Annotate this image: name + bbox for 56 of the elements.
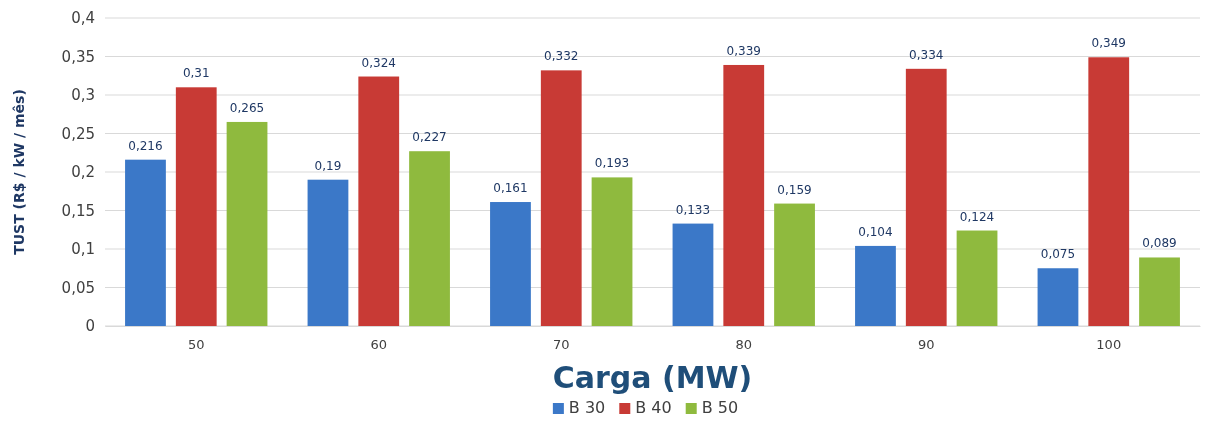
- x-tick-label: 100: [1096, 337, 1122, 353]
- x-tick-label: 50: [187, 337, 205, 353]
- bar: [125, 159, 166, 326]
- bar: [307, 179, 349, 326]
- y-tick-label: 0,4: [71, 9, 95, 28]
- bar: [1088, 57, 1130, 326]
- data-label: 0,159: [777, 182, 812, 197]
- data-label: 0,216: [128, 138, 163, 153]
- legend-label: B 40: [635, 398, 672, 417]
- y-tick-label: 0,1: [71, 240, 95, 259]
- bar: [226, 121, 268, 326]
- bar: [591, 177, 633, 326]
- x-tick-label: 60: [370, 337, 388, 353]
- bar: [774, 203, 815, 326]
- legend-label: B 50: [701, 398, 739, 417]
- data-label: 0,339: [726, 43, 761, 58]
- y-tick-label: 0,2: [71, 163, 95, 182]
- data-label: 0,334: [909, 47, 944, 62]
- y-axis-title: TUST (R$ / kW / mês): [11, 89, 27, 255]
- bar: [358, 76, 400, 326]
- bar: [540, 70, 582, 326]
- data-label: 0,31: [182, 66, 210, 81]
- y-tick-label: 0,25: [61, 124, 95, 143]
- data-label: 0,104: [858, 224, 893, 239]
- data-label: 0,124: [959, 209, 995, 224]
- bar: [1037, 268, 1079, 326]
- bar: [855, 245, 896, 326]
- bar: [956, 230, 998, 326]
- bar: [723, 64, 765, 326]
- data-label: 0,133: [675, 202, 711, 217]
- x-axis-title: Carga (MW): [552, 360, 753, 395]
- data-label: 0,349: [1091, 36, 1126, 51]
- data-label: 0,075: [1040, 247, 1076, 262]
- bar: [490, 202, 531, 326]
- data-label: 0,265: [229, 100, 265, 115]
- data-label: 0,227: [412, 130, 447, 145]
- data-label: 0,193: [594, 156, 630, 171]
- x-tick-label: 80: [735, 337, 753, 353]
- y-tick-label: 0,05: [61, 278, 95, 297]
- data-label: 0,324: [361, 55, 396, 70]
- bar: [175, 87, 217, 326]
- bar: [905, 68, 947, 326]
- data-label: 0,332: [544, 49, 579, 64]
- x-tick-label: 70: [552, 337, 570, 353]
- y-tick-label: 0,3: [71, 86, 95, 105]
- y-tick-label: 0: [85, 317, 95, 336]
- bar: [672, 223, 714, 326]
- legend-label: B 30: [568, 398, 606, 417]
- data-label: 0,19: [314, 158, 342, 173]
- y-tick-label: 0,15: [61, 201, 95, 220]
- x-tick-label: 90: [917, 337, 935, 353]
- data-label: 0,161: [493, 181, 528, 196]
- bar: [1139, 257, 1180, 326]
- bar: [409, 151, 450, 326]
- y-tick-label: 0,35: [61, 47, 95, 66]
- data-label: 0,089: [1142, 236, 1177, 251]
